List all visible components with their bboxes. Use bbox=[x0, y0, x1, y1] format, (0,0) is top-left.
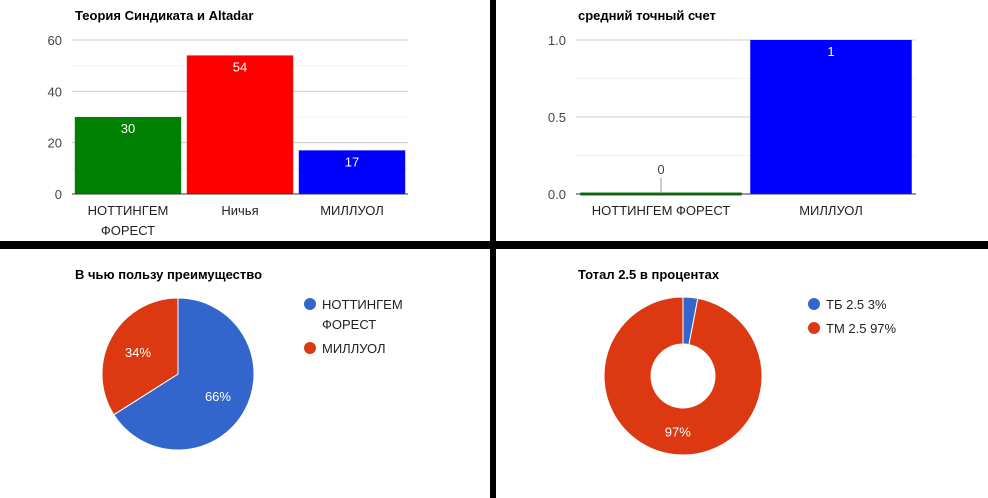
bar-value-label: 17 bbox=[345, 154, 359, 169]
slice-percent-label: 34% bbox=[125, 345, 151, 360]
x-category-label: НОТТИНГЕМ ФОРЕСТ bbox=[592, 203, 731, 218]
legend-swatch bbox=[808, 298, 820, 310]
slice-percent-label: 66% bbox=[205, 389, 231, 404]
bar-chart-average-exact-score: средний точный счет 0.0 0.5 1.0 0 НОТТИНГЕМ Ф… bbox=[548, 8, 916, 218]
y-tick-label: 20 bbox=[48, 136, 62, 151]
chart-panel-average-exact-score: средний точный счет 0.0 0.5 1.0 0 НОТТИНГЕМ Ф… bbox=[496, 0, 988, 241]
legend-swatch bbox=[808, 322, 820, 334]
y-tick-label: 1.0 bbox=[548, 33, 566, 48]
chart-title: средний точный счет bbox=[578, 8, 716, 23]
y-tick-label: 0.0 bbox=[548, 187, 566, 202]
legend-label: ТМ 2.5 97% bbox=[826, 321, 897, 336]
x-category-label: Ничья bbox=[221, 203, 258, 218]
legend-label: НОТТИНГЕМ bbox=[322, 297, 403, 312]
legend-label: ФОРЕСТ bbox=[322, 317, 376, 332]
x-category-label: МИЛЛУОЛ bbox=[320, 203, 384, 218]
x-category-label: МИЛЛУОЛ bbox=[799, 203, 863, 218]
legend-label: ТБ 2.5 3% bbox=[826, 297, 887, 312]
bar-chart-syndicate-theory: Теория Синдиката и Altadar 0 20 40 60 30 НОТТИ… bbox=[48, 8, 408, 238]
bar-value-label: 30 bbox=[121, 121, 135, 136]
slice-percent-label: 97% bbox=[665, 424, 691, 439]
y-tick-label: 0 bbox=[55, 187, 62, 202]
chart-panel-syndicate-theory: Теория Синдиката и Altadar 0 20 40 60 30 НОТТИ… bbox=[0, 0, 490, 241]
bar bbox=[186, 55, 294, 195]
chart-title: Тотал 2.5 в процентах bbox=[578, 267, 720, 282]
y-tick-label: 60 bbox=[48, 33, 62, 48]
bar-value-label: 1 bbox=[827, 44, 834, 59]
chart-panel-total-2-5: Тотал 2.5 в процентах 97% ТБ 2.5 3% ТМ 2.5 … bbox=[496, 249, 988, 498]
chart-title: В чью пользу преимущество bbox=[75, 267, 262, 282]
y-tick-label: 0.5 bbox=[548, 110, 566, 125]
bar-value-label: 54 bbox=[233, 59, 247, 74]
pie-slice bbox=[603, 296, 763, 456]
pie-slice bbox=[113, 297, 255, 451]
bar-value-label: 0 bbox=[657, 162, 664, 177]
legend-swatch bbox=[304, 298, 316, 310]
bar bbox=[750, 40, 912, 194]
legend-swatch bbox=[304, 342, 316, 354]
legend-label: МИЛЛУОЛ bbox=[322, 341, 386, 356]
x-category-label: ФОРЕСТ bbox=[101, 223, 155, 238]
donut-chart-total-2-5: Тотал 2.5 в процентах 97% ТБ 2.5 3% ТМ 2.5 … bbox=[578, 267, 897, 456]
y-tick-label: 40 bbox=[48, 84, 62, 99]
x-category-label: НОТТИНГЕМ bbox=[88, 203, 169, 218]
bar bbox=[298, 150, 406, 194]
pie-slice bbox=[101, 297, 179, 416]
chart-title: Теория Синдиката и Altadar bbox=[75, 8, 253, 23]
bar bbox=[74, 117, 182, 194]
chart-panel-advantage: В чью пользу преимущество 66% 34% НОТТИНГЕМ… bbox=[0, 249, 490, 498]
pie-chart-advantage: В чью пользу преимущество 66% 34% НОТТИНГЕМ… bbox=[75, 267, 403, 451]
